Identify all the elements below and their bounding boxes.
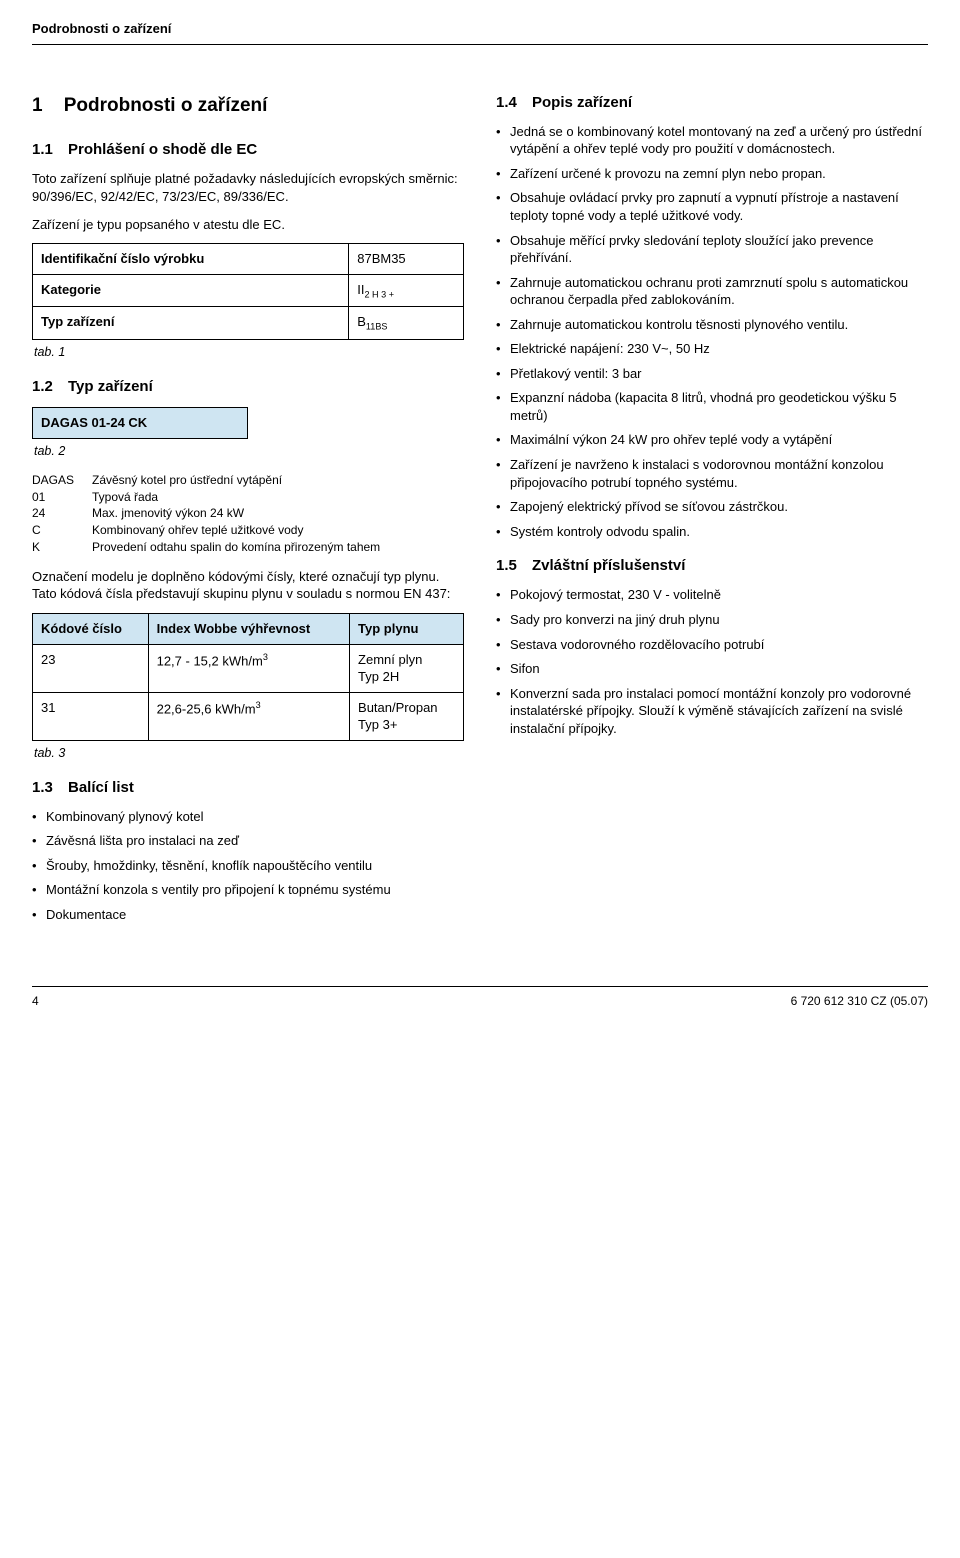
list-item: Zahrnuje automatickou ochranu proti zamr…	[496, 274, 928, 309]
t3-r2c3: Butan/Propan Typ 3+	[350, 692, 464, 740]
footer-page-number: 4	[32, 993, 39, 1009]
def-key: 01	[32, 489, 92, 506]
t1-r3-key: Typ zařízení	[33, 307, 349, 340]
list-item: Dokumentace	[32, 906, 464, 924]
def-val: Typová řada	[92, 489, 464, 506]
list-item: Expanzní nádoba (kapacita 8 litrů, vhodn…	[496, 389, 928, 424]
t3-r1c2: 12,7 - 15,2 kWh/m3	[148, 644, 349, 692]
t1-r3-pre: B	[357, 314, 366, 329]
list-item: Zahrnuje automatickou kontrolu těsnosti …	[496, 316, 928, 334]
model-legend: DAGASZávěsný kotel pro ústřední vytápění…	[32, 472, 464, 556]
section-1-title: Podrobnosti o zařízení	[64, 95, 268, 116]
section-1-num: 1	[32, 95, 43, 116]
def-key: 24	[32, 505, 92, 522]
t1-r2-val: II2 H 3 +	[349, 274, 464, 307]
section-1-1-title: Prohlášení o shodě dle EC	[68, 141, 257, 158]
t3-r1c3a: Zemní plyn	[358, 652, 422, 667]
table-1-caption: tab. 1	[34, 344, 464, 361]
list-item: Jedná se o kombinovaný kotel montovaný n…	[496, 123, 928, 158]
t3-r1c2-pre: 12,7 - 15,2 kWh/m	[157, 653, 263, 668]
s15-list: Pokojový termostat, 230 V - volitelně Sa…	[496, 586, 928, 737]
table-3: Kódové číslo Index Wobbe výhřevnost Typ …	[32, 613, 464, 741]
t1-r3-sub: 11BS	[366, 322, 388, 332]
def-key: K	[32, 539, 92, 556]
section-1-2-num: 1.2	[32, 377, 68, 397]
section-1-2-title: Typ zařízení	[68, 378, 153, 395]
t3-r2c2: 22,6-25,6 kWh/m3	[148, 692, 349, 740]
t3-h1: Kódové číslo	[33, 613, 149, 644]
left-column: 1 Podrobnosti o zařízení 1.1Prohlášení o…	[32, 93, 464, 934]
list-item: Zařízení je navrženo k instalaci s vodor…	[496, 456, 928, 491]
section-1-1-num: 1.1	[32, 140, 68, 160]
list-item: Sifon	[496, 660, 928, 678]
t3-r1c3: Zemní plyn Typ 2H	[350, 644, 464, 692]
section-1-5-num: 1.5	[496, 556, 532, 576]
def-val: Provedení odtahu spalin do komína přiroz…	[92, 539, 464, 556]
t1-r1-key: Identifikační číslo výrobku	[33, 244, 349, 275]
right-column: 1.4Popis zařízení Jedná se o kombinovaný…	[496, 93, 928, 934]
section-1-1-heading: 1.1Prohlášení o shodě dle EC	[32, 140, 464, 160]
t3-r2c2-sup: 3	[256, 700, 261, 710]
list-item: Přetlakový ventil: 3 bar	[496, 365, 928, 383]
def-val: Max. jmenovitý výkon 24 kW	[92, 505, 464, 522]
section-1-4-title: Popis zařízení	[532, 94, 632, 111]
list-item: Kombinovaný plynový kotel	[32, 808, 464, 826]
t1-r3-val: B11BS	[349, 307, 464, 340]
section-1-3-num: 1.3	[32, 778, 68, 798]
t3-r1c1: 23	[33, 644, 149, 692]
list-item: Montážní konzola s ventily pro připojení…	[32, 881, 464, 899]
list-item: Sestava vodorovného rozdělovacího potrub…	[496, 636, 928, 654]
section-1-heading: 1 Podrobnosti o zařízení	[32, 93, 464, 119]
def-val: Závěsný kotel pro ústřední vytápění	[92, 472, 464, 489]
t3-r2c3b: Typ 3+	[358, 717, 397, 732]
section-1-2-heading: 1.2Typ zařízení	[32, 377, 464, 397]
running-head: Podrobnosti o zařízení	[32, 20, 928, 45]
list-item: Konverzní sada pro instalaci pomocí mont…	[496, 685, 928, 738]
t3-r1c2-sup: 3	[263, 652, 268, 662]
list-item: Obsahuje měřící prvky sledování teploty …	[496, 232, 928, 267]
list-item: Maximální výkon 24 kW pro ohřev teplé vo…	[496, 431, 928, 449]
list-item: Zařízení určené k provozu na zemní plyn …	[496, 165, 928, 183]
t3-r2c2-pre: 22,6-25,6 kWh/m	[157, 701, 256, 716]
def-key: DAGAS	[32, 472, 92, 489]
table-3-caption: tab. 3	[34, 745, 464, 762]
list-item: Závěsná lišta pro instalaci na zeď	[32, 832, 464, 850]
list-item: Pokojový termostat, 230 V - volitelně	[496, 586, 928, 604]
table-1: Identifikační číslo výrobku 87BM35 Kateg…	[32, 243, 464, 340]
t1-r1-val: 87BM35	[349, 244, 464, 275]
s13-list: Kombinovaný plynový kotel Závěsná lišta …	[32, 808, 464, 924]
t1-r2-key: Kategorie	[33, 274, 349, 307]
table-2: DAGAS 01-24 CK	[32, 407, 248, 439]
section-1-5-title: Zvláštní příslušenství	[532, 557, 685, 574]
section-1-4-heading: 1.4Popis zařízení	[496, 93, 928, 113]
section-1-5-heading: 1.5Zvláštní příslušenství	[496, 556, 928, 576]
s12-para: Označení modelu je doplněno kódovými čís…	[32, 568, 464, 603]
t3-r2c1: 31	[33, 692, 149, 740]
t3-r2c3a: Butan/Propan	[358, 700, 438, 715]
t2-model: DAGAS 01-24 CK	[33, 408, 248, 439]
list-item: Systém kontroly odvodu spalin.	[496, 523, 928, 541]
list-item: Elektrické napájení: 230 V~, 50 Hz	[496, 340, 928, 358]
section-1-4-num: 1.4	[496, 93, 532, 113]
s11-para-1: Toto zařízení splňuje platné požadavky n…	[32, 170, 464, 205]
list-item: Šrouby, hmoždinky, těsnění, knoflík napo…	[32, 857, 464, 875]
footer-doc-id: 6 720 612 310 CZ (05.07)	[791, 993, 928, 1009]
def-val: Kombinovaný ohřev teplé užitkové vody	[92, 522, 464, 539]
t3-h2: Index Wobbe výhřevnost	[148, 613, 349, 644]
t1-r2-sub: 2 H 3 +	[364, 289, 394, 299]
s11-para-2: Zařízení je typu popsaného v atestu dle …	[32, 216, 464, 234]
list-item: Zapojený elektrický přívod se síťovou zá…	[496, 498, 928, 516]
s14-list: Jedná se o kombinovaný kotel montovaný n…	[496, 123, 928, 540]
table-2-caption: tab. 2	[34, 443, 464, 460]
list-item: Sady pro konverzi na jiný druh plynu	[496, 611, 928, 629]
section-1-3-title: Balící list	[68, 779, 134, 796]
t3-h3: Typ plynu	[350, 613, 464, 644]
t3-r1c3b: Typ 2H	[358, 669, 399, 684]
def-key: C	[32, 522, 92, 539]
list-item: Obsahuje ovládací prvky pro zapnutí a vy…	[496, 189, 928, 224]
section-1-3-heading: 1.3Balící list	[32, 778, 464, 798]
page-footer: 4 6 720 612 310 CZ (05.07)	[32, 986, 928, 1009]
